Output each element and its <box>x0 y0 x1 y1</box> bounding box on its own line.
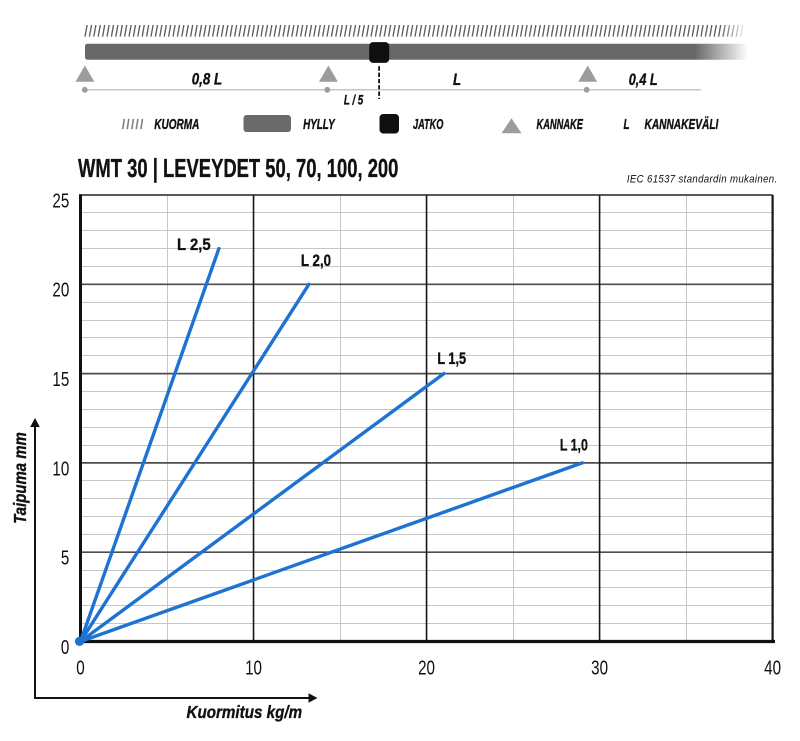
svg-text:L 1,5: L 1,5 <box>437 350 466 368</box>
svg-text:25: 25 <box>52 189 69 212</box>
svg-text:KANNAKEVÄLI: KANNAKEVÄLI <box>645 115 719 132</box>
svg-text:30: 30 <box>591 656 608 679</box>
svg-text:10: 10 <box>52 457 69 480</box>
svg-text:L: L <box>453 70 461 89</box>
svg-text:0: 0 <box>76 656 84 679</box>
svg-text:HYLLY: HYLLY <box>303 116 336 132</box>
svg-text:L: L <box>624 116 630 132</box>
svg-text:L 1,0: L 1,0 <box>560 437 588 455</box>
svg-text:20: 20 <box>418 656 435 679</box>
svg-text:0,4 L: 0,4 L <box>629 71 658 89</box>
svg-text:40: 40 <box>764 656 781 679</box>
svg-text:L 2,5: L 2,5 <box>177 236 211 254</box>
svg-text:IEC 61537 standardin mukainen.: IEC 61537 standardin mukainen. <box>627 174 778 186</box>
svg-text:5: 5 <box>61 546 69 569</box>
svg-text:15: 15 <box>52 368 69 391</box>
svg-text:L 2,0: L 2,0 <box>301 252 331 271</box>
svg-text:WMT 30 | LEVEYDET 50, 70, 100,: WMT 30 | LEVEYDET 50, 70, 100, 200 <box>78 154 398 183</box>
svg-text:Kuormitus kg/m: Kuormitus kg/m <box>187 703 303 722</box>
svg-text:JATKO: JATKO <box>413 116 444 133</box>
svg-text:10: 10 <box>245 656 262 679</box>
svg-text:KANNAKE: KANNAKE <box>537 116 584 133</box>
svg-text:0,8 L: 0,8 L <box>192 70 222 89</box>
svg-text:0: 0 <box>61 636 69 659</box>
svg-text:20: 20 <box>52 279 69 302</box>
svg-text:Taipuma mm: Taipuma mm <box>11 432 30 524</box>
svg-text:L / 5: L / 5 <box>344 93 364 108</box>
svg-text:KUORMA: KUORMA <box>154 116 199 132</box>
